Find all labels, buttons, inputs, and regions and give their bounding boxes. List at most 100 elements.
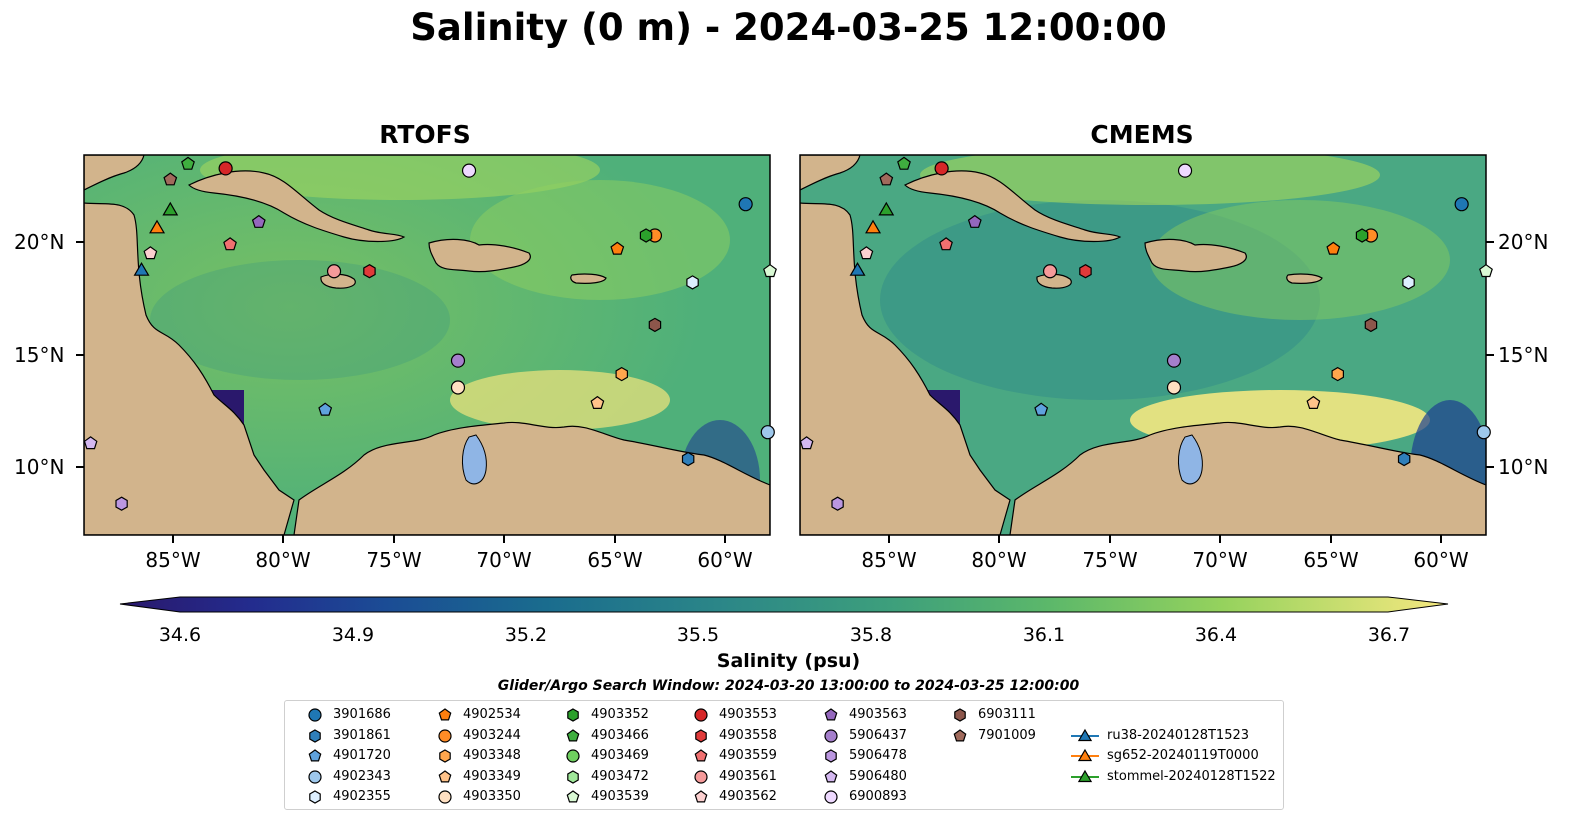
legend: 3901686 3901861 4901720 4902343 4902355 49025…	[284, 700, 1284, 810]
map-marker-4901720-rtofs	[318, 402, 333, 416]
map-marker-4903562-cmems	[859, 246, 874, 260]
map-marker-4902534-cmems	[1326, 241, 1341, 255]
map-marker-4902343-cmems	[1476, 425, 1491, 440]
map-marker-4903562-rtofs	[143, 246, 158, 260]
legend-marker-icon	[824, 728, 838, 743]
lat-label-20n-right: 20°N	[1498, 230, 1549, 254]
legend-marker-icon	[438, 728, 452, 743]
legend-marker-icon	[694, 769, 708, 784]
colorbar-tick: 35.2	[504, 624, 548, 646]
map-marker-4903539-rtofs	[763, 263, 777, 278]
colorbar-label: Salinity (psu)	[716, 650, 861, 672]
lon-label-80w-right: 80°W	[971, 548, 1027, 572]
map-marker-4903558-cmems	[1079, 264, 1092, 279]
legend-label: 5906437	[849, 727, 907, 743]
legend-label: 4903349	[463, 768, 521, 784]
map-marker-4902534-rtofs	[610, 241, 625, 255]
map-marker-4903553-cmems	[934, 161, 949, 176]
legend-marker-icon	[953, 728, 967, 741]
map-marker-7901009-cmems	[879, 172, 894, 186]
map-marker-4903350-rtofs	[450, 380, 466, 395]
lon-label-65w-right: 65°W	[1303, 548, 1359, 572]
map-marker-stommel-20240128T1522-cmems	[878, 201, 895, 216]
legend-label: 4902355	[333, 789, 391, 804]
legend-label: 5906478	[849, 748, 907, 763]
legend-label: 4903350	[463, 789, 521, 804]
lon-label-85w-left: 85°W	[145, 548, 201, 572]
legend-marker-icon	[1071, 769, 1099, 782]
map-marker-4903350-cmems	[1166, 380, 1182, 395]
legend-marker-icon	[567, 708, 579, 722]
legend-marker-icon	[824, 769, 838, 782]
colorbar-tick: 36.7	[1367, 624, 1411, 646]
lat-label-10n-right: 10°N	[1498, 455, 1549, 479]
legend-marker-icon	[438, 790, 452, 804]
map-marker-4903563-cmems	[967, 214, 982, 228]
legend-marker-icon	[309, 790, 321, 804]
legend-marker-icon	[694, 708, 708, 722]
search-window-caption: Glider/Argo Search Window: 2024-03-20 13…	[497, 678, 1080, 694]
lon-label-75w-left: 75°W	[366, 548, 422, 572]
colorbar-tick: 36.4	[1194, 624, 1238, 646]
legend-label: 4903244	[463, 727, 521, 743]
colorbar-tick: 35.8	[849, 624, 893, 646]
colorbar-tick: 34.6	[158, 624, 202, 646]
map-marker-ru38-20240128T1523-rtofs	[133, 262, 150, 276]
map-marker-4903553-rtofs	[218, 161, 233, 176]
colorbar-tick: 34.9	[331, 624, 375, 646]
legend-marker-icon	[566, 728, 580, 741]
legend-marker-icon	[695, 728, 707, 743]
legend-label: 4903553	[719, 707, 777, 722]
lon-label-65w-left: 65°W	[587, 548, 643, 572]
map-marker-4903559-cmems	[939, 237, 953, 251]
map-marker-3901686-rtofs	[738, 197, 753, 212]
map-marker-6903111-cmems	[1364, 317, 1378, 333]
legend-marker-icon	[694, 749, 708, 762]
legend-label: 4903563	[849, 707, 907, 722]
legend-label: 4903559	[719, 748, 777, 763]
legend-label: 3901861	[333, 727, 391, 743]
figure-title: Salinity (0 m) - 2024-03-25 12:00:00	[410, 6, 1167, 49]
legend-marker-icon	[1071, 728, 1099, 741]
rtofs-map	[83, 154, 771, 536]
legend-label: 4903562	[719, 789, 777, 804]
map-marker-4903352-cmems	[1355, 228, 1369, 243]
map-marker-sg652-20240119T0000-rtofs	[149, 219, 166, 234]
legend-label: 3901686	[333, 707, 391, 722]
map-marker-4903466-rtofs	[181, 156, 195, 170]
colorbar-tick: 35.5	[676, 624, 720, 646]
map-marker-4903466-cmems	[897, 156, 911, 170]
legend-label: 7901009	[978, 727, 1036, 743]
legend-marker-icon	[308, 769, 322, 784]
legend-label: 4903352	[591, 707, 649, 722]
legend-marker-icon	[694, 790, 708, 803]
lon-label-60w-right: 60°W	[1413, 548, 1469, 572]
map-marker-5906480-rtofs	[83, 436, 98, 450]
legend-marker-icon	[566, 749, 580, 763]
legend-label: 4903472	[591, 768, 649, 784]
map-marker-3901686-cmems	[1454, 197, 1469, 212]
map-marker-5906478-rtofs	[115, 496, 128, 511]
lat-label-15n-right: 15°N	[1498, 343, 1549, 367]
map-marker-4902343-rtofs	[760, 425, 775, 440]
legend-marker-icon	[438, 769, 452, 782]
lat-label-10n-left: 10°N	[14, 455, 65, 479]
map-marker-4903348-rtofs	[615, 366, 629, 382]
map-marker-4902355-cmems	[1402, 275, 1415, 290]
map-marker-4903349-cmems	[1306, 395, 1321, 409]
legend-marker-icon	[567, 769, 579, 784]
cmems-map	[799, 154, 1487, 536]
colorbar-tick: 36.1	[1022, 624, 1066, 646]
panel-title-cmems: CMEMS	[1090, 120, 1194, 149]
legend-label: 5906480	[849, 768, 907, 784]
lon-label-75w-right: 75°W	[1082, 548, 1138, 572]
map-marker-6900893-cmems	[1177, 163, 1193, 178]
legend-marker-icon	[309, 728, 321, 743]
map-marker-4903352-rtofs	[639, 228, 653, 243]
map-marker-5906437-cmems	[1166, 353, 1182, 368]
legend-marker-icon	[825, 749, 837, 763]
legend-marker-icon	[824, 708, 838, 721]
map-marker-ru38-20240128T1523-cmems	[849, 262, 866, 276]
legend-label: 4903466	[591, 727, 649, 743]
